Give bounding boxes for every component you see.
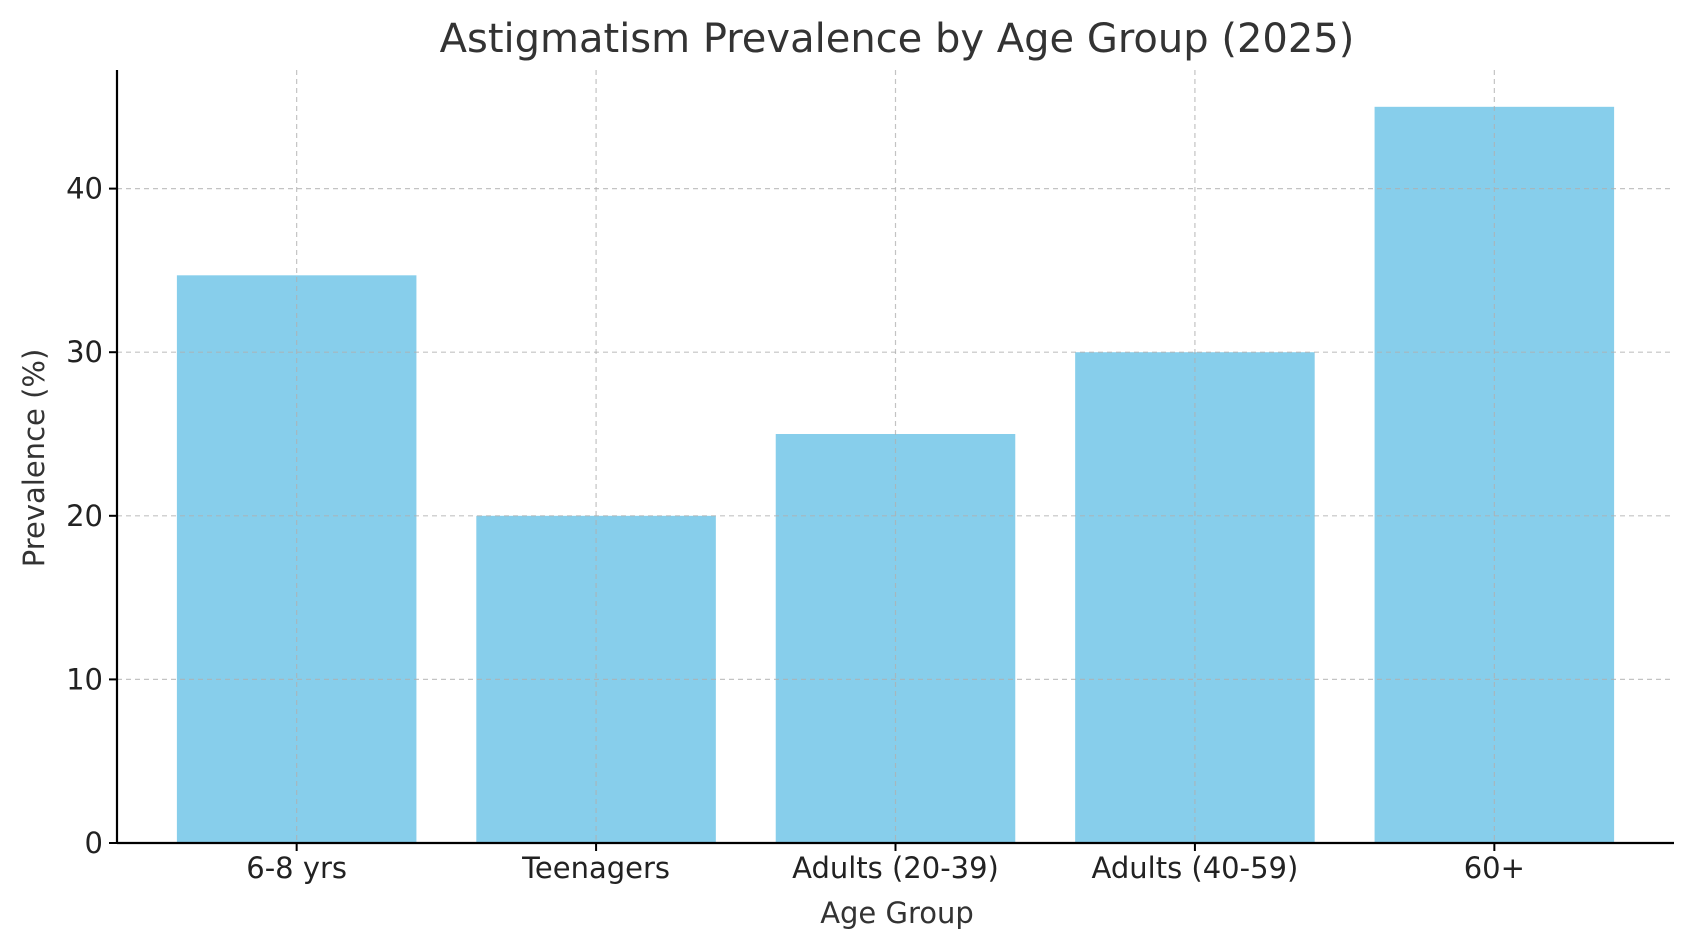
y-tick-label: 30: [66, 335, 103, 369]
chart-title: Astigmatism Prevalence by Age Group (202…: [440, 16, 1355, 62]
x-tick-label: 60+: [1464, 851, 1525, 885]
y-tick-label: 10: [66, 662, 103, 696]
gridlines: [117, 70, 1674, 843]
x-tick-label: Teenagers: [521, 851, 670, 885]
x-tick-label: 6-8 yrs: [246, 851, 347, 885]
x-tick-label: Adults (40-59): [1092, 851, 1299, 885]
y-tick-label: 0: [85, 826, 103, 860]
x-tick-label: Adults (20-39): [792, 851, 999, 885]
y-tick-label: 20: [66, 499, 103, 533]
ticks: 0 10 20 30 40 6-8 yrs Teenagers Adults (20-39) A…: [66, 172, 1525, 885]
y-tick-label: 40: [66, 172, 103, 206]
y-axis-title: Prevalence (%): [17, 349, 51, 568]
x-axis-title: Age Group: [820, 896, 974, 930]
